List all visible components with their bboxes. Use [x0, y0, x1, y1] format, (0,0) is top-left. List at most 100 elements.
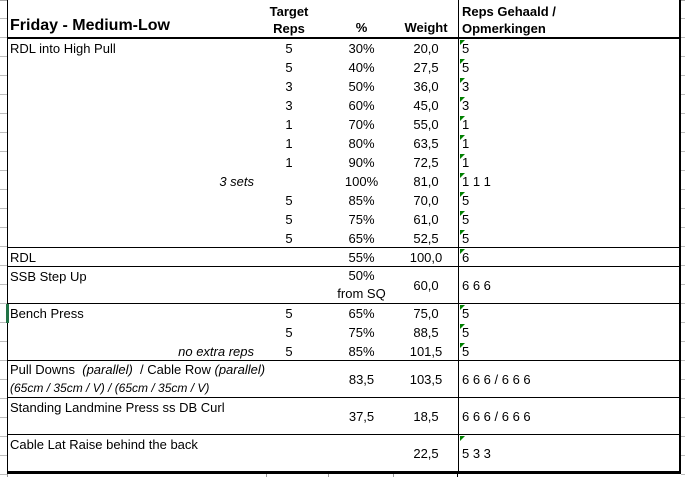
- reps-achieved-cell[interactable]: 5: [458, 229, 679, 248]
- weight-cell[interactable]: 60,0: [394, 267, 458, 303]
- reps-achieved-cell[interactable]: 5: [458, 39, 679, 58]
- weight-cell[interactable]: 27,5: [413, 60, 439, 75]
- reps-achieved-cell[interactable]: 6 6 6 / 6 6 6: [458, 398, 679, 434]
- target-reps-cell[interactable]: 3: [285, 79, 293, 94]
- target-reps-cell[interactable]: 5: [285, 193, 293, 208]
- reps-achieved-cell[interactable]: 5: [458, 323, 679, 342]
- target-reps-cell[interactable]: 1: [285, 136, 293, 151]
- weight-cell[interactable]: 20,0: [413, 41, 439, 56]
- weight-cell[interactable]: 101,5: [409, 344, 443, 359]
- weight-cell[interactable]: 61,0: [413, 212, 439, 227]
- target-reps-cell[interactable]: [267, 267, 329, 303]
- percent-cell[interactable]: 37,5: [329, 398, 394, 434]
- percent-cell[interactable]: 90%: [348, 155, 375, 170]
- target-reps-cell[interactable]: [267, 361, 329, 397]
- reps-achieved-cell[interactable]: 5 3 3: [458, 435, 679, 471]
- exercise-name-cell[interactable]: Standing Landmine Press ss DB Curl: [10, 400, 225, 415]
- percent-cell[interactable]: 70%: [348, 117, 375, 132]
- weight-cell[interactable]: 55,0: [413, 117, 439, 132]
- target-reps-cell[interactable]: 5: [285, 41, 293, 56]
- reps-achieved-cell[interactable]: 5: [458, 304, 679, 323]
- percent-cell[interactable]: 75%: [348, 325, 375, 340]
- target-reps-cell[interactable]: 5: [285, 344, 293, 359]
- percent-cell[interactable]: 75%: [348, 212, 375, 227]
- weight-cell[interactable]: 88,5: [413, 325, 439, 340]
- percent-cell[interactable]: 50%: [348, 79, 375, 94]
- target-reps-cell[interactable]: 3: [285, 98, 293, 113]
- percent-cell[interactable]: 30%: [348, 41, 375, 56]
- exercise-name-cell[interactable]: Bench Press: [10, 306, 84, 321]
- weight-cell[interactable]: 36,0: [413, 79, 439, 94]
- set-note-cell[interactable]: 3 sets: [219, 174, 254, 189]
- percent-cell[interactable]: 65%: [348, 306, 375, 321]
- weight-cell[interactable]: 52,5: [413, 231, 439, 246]
- reps-achieved-cell[interactable]: 1: [458, 115, 679, 134]
- reps-achieved-cell[interactable]: 3: [458, 77, 679, 96]
- weight-cell[interactable]: 45,0: [413, 98, 439, 113]
- reps-achieved-cell[interactable]: 5: [458, 191, 679, 210]
- exercise-name-cell[interactable]: [8, 58, 267, 77]
- exercise-name-cell[interactable]: RDL into High Pull: [10, 41, 116, 56]
- col-header-target-reps[interactable]: Target Reps: [267, 0, 329, 37]
- weight-cell[interactable]: 63,5: [413, 136, 439, 151]
- reps-achieved-cell[interactable]: 5: [458, 342, 679, 361]
- set-note-cell[interactable]: no extra reps: [178, 344, 254, 359]
- percent-cell[interactable]: 55%: [348, 250, 375, 265]
- exercise-name-cell[interactable]: [8, 323, 267, 342]
- percent-cell[interactable]: 40%: [348, 60, 375, 75]
- weight-cell[interactable]: 72,5: [413, 155, 439, 170]
- reps-achieved-cell[interactable]: 5: [458, 210, 679, 229]
- reps-achieved-cell[interactable]: 3: [458, 96, 679, 115]
- percent-cell[interactable]: 80%: [348, 136, 375, 151]
- percent-cell[interactable]: 85%: [348, 344, 375, 359]
- weight-cell[interactable]: 70,0: [413, 193, 439, 208]
- target-reps-cell[interactable]: 1: [285, 155, 293, 170]
- reps-achieved-cell[interactable]: 5: [458, 58, 679, 77]
- reps-achieved-cell[interactable]: 6 6 6 / 6 6 6: [458, 361, 679, 397]
- target-reps-cell[interactable]: 5: [285, 325, 293, 340]
- exercise-name-cell[interactable]: [8, 191, 267, 210]
- col-header-weight[interactable]: Weight: [394, 0, 458, 37]
- percent-cell[interactable]: 50% from SQ: [329, 267, 394, 303]
- percent-cell[interactable]: 100%: [344, 174, 379, 189]
- col-header-reps-gehaald[interactable]: Reps Gehaald / Opmerkingen: [458, 0, 679, 37]
- weight-cell[interactable]: 22,5: [394, 435, 458, 471]
- percent-cell[interactable]: 65%: [348, 231, 375, 246]
- col-header-percent[interactable]: %: [329, 0, 394, 37]
- reps-achieved-cell[interactable]: 1 1 1: [458, 172, 679, 191]
- page-title[interactable]: Friday - Medium-Low: [10, 17, 170, 34]
- exercise-name-cell[interactable]: [8, 153, 267, 172]
- exercise-name-cell[interactable]: [8, 229, 267, 248]
- target-reps-cell[interactable]: [267, 398, 329, 434]
- weight-cell[interactable]: 75,0: [413, 306, 439, 321]
- exercise-name-cell[interactable]: SSB Step Up: [10, 269, 87, 284]
- reps-achieved-cell[interactable]: 6 6 6: [458, 267, 679, 303]
- reps-achieved-cell[interactable]: 6: [458, 248, 679, 267]
- weight-cell[interactable]: 81,0: [413, 174, 439, 189]
- weight-cell[interactable]: 18,5: [394, 398, 458, 434]
- target-reps-cell[interactable]: 5: [285, 231, 293, 246]
- percent-cell[interactable]: 83,5: [329, 361, 394, 397]
- exercise-name-cell[interactable]: Cable Lat Raise behind the back: [10, 437, 198, 452]
- target-reps-cell[interactable]: [267, 248, 329, 267]
- exercise-name-cell[interactable]: Pull Downs (parallel) / Cable Row (paral…: [8, 361, 267, 397]
- weight-cell[interactable]: 100,0: [409, 250, 443, 265]
- target-reps-cell[interactable]: 5: [285, 306, 293, 321]
- target-reps-cell[interactable]: [267, 172, 329, 191]
- exercise-name-cell[interactable]: [8, 77, 267, 96]
- exercise-name-cell[interactable]: [8, 96, 267, 115]
- target-reps-cell[interactable]: [267, 435, 329, 471]
- target-reps-cell[interactable]: 1: [285, 117, 293, 132]
- percent-cell[interactable]: 60%: [348, 98, 375, 113]
- percent-cell[interactable]: [329, 435, 394, 471]
- exercise-name-cell[interactable]: [8, 115, 267, 134]
- exercise-name-cell[interactable]: [8, 134, 267, 153]
- exercise-name-cell[interactable]: [8, 210, 267, 229]
- reps-achieved-cell[interactable]: 1: [458, 134, 679, 153]
- target-reps-cell[interactable]: 5: [285, 212, 293, 227]
- exercise-name-cell[interactable]: RDL: [10, 250, 37, 265]
- target-reps-cell[interactable]: 5: [285, 60, 293, 75]
- weight-cell[interactable]: 103,5: [394, 361, 458, 397]
- reps-achieved-cell[interactable]: 1: [458, 153, 679, 172]
- percent-cell[interactable]: 85%: [348, 193, 375, 208]
